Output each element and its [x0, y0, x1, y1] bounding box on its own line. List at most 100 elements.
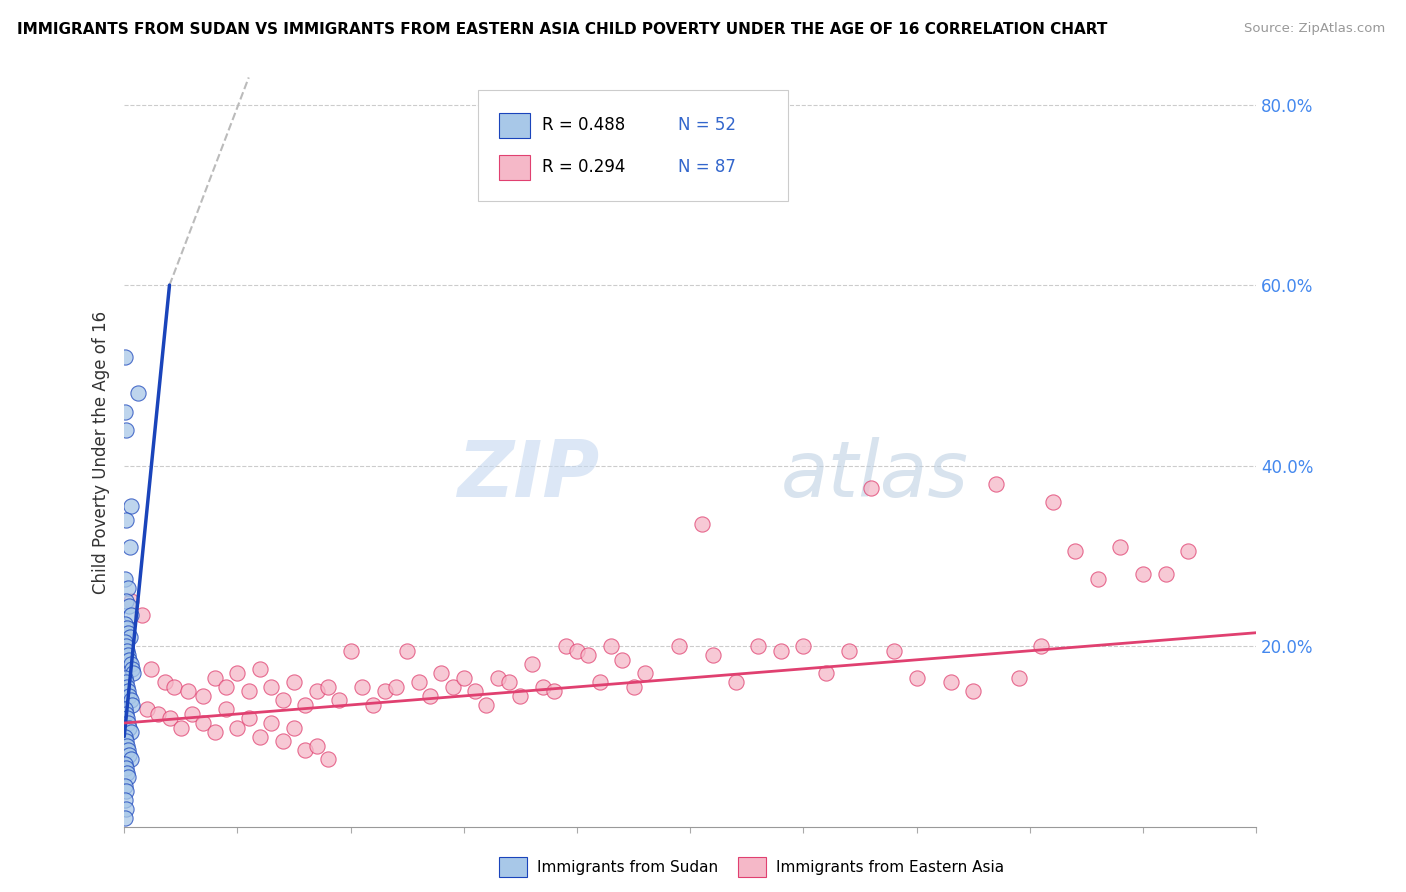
Point	[141, 662, 163, 676]
Point	[396, 644, 419, 658]
Point	[271, 734, 294, 748]
Point	[114, 634, 136, 648]
Point	[962, 684, 984, 698]
Point	[115, 680, 138, 694]
Point	[385, 680, 408, 694]
Point	[181, 706, 204, 721]
Point	[114, 793, 136, 807]
Point	[623, 680, 645, 694]
Point	[769, 644, 792, 658]
Point	[600, 640, 623, 654]
Point	[430, 666, 453, 681]
Point	[120, 693, 142, 707]
Point	[114, 671, 136, 685]
Point	[565, 644, 588, 658]
Point	[117, 581, 139, 595]
Point	[118, 747, 141, 762]
Point	[860, 481, 883, 495]
Point	[115, 675, 138, 690]
Point	[118, 630, 141, 644]
Point	[690, 517, 713, 532]
Point	[115, 783, 138, 797]
Point	[509, 689, 531, 703]
Point	[122, 666, 145, 681]
Point	[554, 640, 576, 654]
Point	[520, 657, 543, 672]
Point	[226, 721, 249, 735]
Point	[114, 811, 136, 825]
Point	[115, 761, 138, 775]
Point	[249, 730, 271, 744]
Point	[115, 802, 138, 816]
Point	[215, 702, 238, 716]
Point	[1007, 671, 1029, 685]
Point	[117, 743, 139, 757]
Point	[193, 689, 215, 703]
Point	[1154, 567, 1177, 582]
Point	[612, 653, 634, 667]
Point	[408, 675, 430, 690]
Point	[118, 721, 141, 735]
Point	[204, 725, 226, 739]
Point	[1064, 544, 1087, 558]
Point	[260, 680, 283, 694]
Point	[115, 423, 138, 437]
Point	[135, 702, 157, 716]
Point	[283, 721, 305, 735]
Point	[153, 675, 176, 690]
Point	[294, 743, 316, 757]
Point	[702, 648, 724, 663]
Point	[118, 599, 141, 613]
Point	[118, 540, 141, 554]
Point	[115, 739, 138, 753]
Point	[148, 706, 170, 721]
Point	[838, 644, 860, 658]
Text: ZIP: ZIP	[457, 436, 600, 513]
Point	[531, 680, 554, 694]
Point	[226, 666, 249, 681]
Point	[114, 756, 136, 771]
Point	[498, 675, 520, 690]
Point	[305, 739, 328, 753]
Point	[117, 684, 139, 698]
Point	[419, 689, 441, 703]
Point	[114, 351, 136, 365]
Point	[115, 765, 138, 780]
Point	[118, 689, 141, 703]
Point	[121, 698, 143, 712]
Point	[249, 662, 271, 676]
Point	[115, 513, 138, 527]
Text: IMMIGRANTS FROM SUDAN VS IMMIGRANTS FROM EASTERN ASIA CHILD POVERTY UNDER THE AG: IMMIGRANTS FROM SUDAN VS IMMIGRANTS FROM…	[17, 22, 1108, 37]
Point	[115, 644, 138, 658]
Point	[115, 711, 138, 725]
Point	[1031, 640, 1053, 654]
Point	[114, 572, 136, 586]
Point	[668, 640, 690, 654]
Point	[316, 680, 339, 694]
Point	[238, 711, 260, 725]
Point	[115, 706, 138, 721]
Point	[589, 675, 612, 690]
Point	[328, 693, 350, 707]
Point	[305, 684, 328, 698]
Point	[1177, 544, 1199, 558]
Point	[114, 702, 136, 716]
Point	[374, 684, 396, 698]
Point	[120, 607, 142, 622]
Point	[792, 640, 814, 654]
Point	[114, 616, 136, 631]
Point	[117, 625, 139, 640]
Point	[238, 684, 260, 698]
Point	[115, 621, 138, 635]
Point	[120, 657, 142, 672]
Point	[117, 648, 139, 663]
Point	[339, 644, 361, 658]
Text: N = 52: N = 52	[678, 116, 735, 135]
Point	[1042, 495, 1064, 509]
Text: Immigrants from Sudan: Immigrants from Sudan	[537, 860, 718, 874]
Point	[121, 662, 143, 676]
Point	[193, 716, 215, 731]
Point	[114, 404, 136, 418]
Point	[120, 500, 142, 514]
Point	[215, 680, 238, 694]
